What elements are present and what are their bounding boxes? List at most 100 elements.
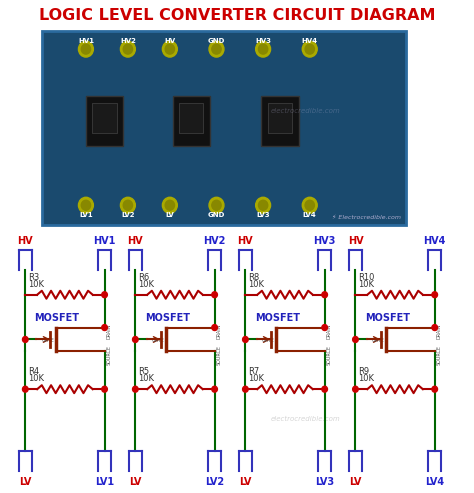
Circle shape bbox=[22, 386, 28, 392]
Text: DRAIN: DRAIN bbox=[107, 324, 111, 339]
Circle shape bbox=[258, 200, 268, 210]
Circle shape bbox=[209, 197, 224, 213]
Text: 10K: 10K bbox=[28, 374, 44, 383]
Circle shape bbox=[432, 386, 438, 392]
Text: DRAIN: DRAIN bbox=[437, 324, 442, 339]
Text: HV3: HV3 bbox=[313, 236, 336, 246]
Circle shape bbox=[102, 292, 108, 298]
Text: SOURCE: SOURCE bbox=[437, 346, 442, 365]
Text: LV3: LV3 bbox=[315, 477, 334, 487]
Text: R10: R10 bbox=[358, 273, 374, 282]
Text: HV2: HV2 bbox=[203, 236, 226, 246]
Text: SOURCE: SOURCE bbox=[107, 346, 111, 365]
Text: LV3: LV3 bbox=[256, 212, 270, 218]
Text: 10K: 10K bbox=[138, 280, 154, 289]
Circle shape bbox=[165, 200, 174, 210]
Text: LV: LV bbox=[19, 477, 31, 487]
Circle shape bbox=[22, 337, 28, 343]
Circle shape bbox=[120, 197, 136, 213]
Text: HV: HV bbox=[128, 236, 143, 246]
Circle shape bbox=[212, 44, 221, 54]
Text: 10K: 10K bbox=[28, 280, 44, 289]
Text: 10K: 10K bbox=[248, 374, 264, 383]
Text: 10K: 10K bbox=[358, 280, 374, 289]
Bar bbox=[92, 103, 117, 133]
Text: MOSFET: MOSFET bbox=[365, 313, 410, 322]
Text: HV: HV bbox=[347, 236, 363, 246]
Circle shape bbox=[120, 41, 136, 57]
Circle shape bbox=[432, 324, 438, 330]
Text: R7: R7 bbox=[248, 367, 259, 376]
Text: ⚡ Electrocredible.com: ⚡ Electrocredible.com bbox=[332, 215, 401, 220]
Text: LV1: LV1 bbox=[95, 477, 114, 487]
Circle shape bbox=[305, 200, 314, 210]
Bar bbox=[268, 103, 292, 133]
Text: LV4: LV4 bbox=[303, 212, 317, 218]
Circle shape bbox=[322, 386, 328, 392]
Text: R6: R6 bbox=[138, 273, 149, 282]
Text: R9: R9 bbox=[358, 367, 369, 376]
Text: LV4: LV4 bbox=[425, 477, 444, 487]
Text: R8: R8 bbox=[248, 273, 259, 282]
Circle shape bbox=[79, 41, 93, 57]
Circle shape bbox=[123, 200, 133, 210]
Circle shape bbox=[255, 41, 271, 57]
Text: 10K: 10K bbox=[248, 280, 264, 289]
Bar bbox=[261, 96, 299, 145]
Text: LOGIC LEVEL CONVERTER CIRCUIT DIAGRAM: LOGIC LEVEL CONVERTER CIRCUIT DIAGRAM bbox=[39, 8, 435, 23]
Circle shape bbox=[255, 197, 271, 213]
Circle shape bbox=[302, 197, 317, 213]
Text: LV2: LV2 bbox=[205, 477, 224, 487]
Circle shape bbox=[163, 197, 177, 213]
Text: GATE: GATE bbox=[262, 338, 275, 343]
Circle shape bbox=[163, 41, 177, 57]
Text: MOSFET: MOSFET bbox=[145, 313, 190, 322]
Text: R4: R4 bbox=[28, 367, 39, 376]
Text: HV4: HV4 bbox=[301, 38, 318, 44]
Text: DRAIN: DRAIN bbox=[217, 324, 221, 339]
Text: HV3: HV3 bbox=[255, 38, 271, 44]
Circle shape bbox=[133, 386, 138, 392]
Circle shape bbox=[243, 337, 248, 343]
Text: GND: GND bbox=[208, 38, 225, 44]
Circle shape bbox=[209, 41, 224, 57]
Circle shape bbox=[305, 44, 314, 54]
Text: MOSFET: MOSFET bbox=[35, 313, 80, 322]
Circle shape bbox=[212, 386, 218, 392]
Circle shape bbox=[322, 292, 328, 298]
Circle shape bbox=[212, 292, 218, 298]
Circle shape bbox=[258, 44, 268, 54]
Text: HV2: HV2 bbox=[120, 38, 136, 44]
Text: SOURCE: SOURCE bbox=[217, 346, 221, 365]
Text: LV2: LV2 bbox=[121, 212, 135, 218]
Text: LV: LV bbox=[129, 477, 142, 487]
Circle shape bbox=[353, 337, 358, 343]
Circle shape bbox=[302, 41, 317, 57]
Text: GATE: GATE bbox=[42, 338, 55, 343]
Text: HV: HV bbox=[237, 236, 253, 246]
Circle shape bbox=[102, 386, 108, 392]
Text: R5: R5 bbox=[138, 367, 149, 376]
Text: HV4: HV4 bbox=[424, 236, 446, 246]
Circle shape bbox=[133, 337, 138, 343]
Circle shape bbox=[81, 44, 91, 54]
Bar bbox=[173, 96, 210, 145]
Text: GND: GND bbox=[208, 212, 225, 218]
Text: HV: HV bbox=[18, 236, 33, 246]
Circle shape bbox=[432, 292, 438, 298]
Circle shape bbox=[243, 386, 248, 392]
Text: LV1: LV1 bbox=[79, 212, 93, 218]
Text: GATE: GATE bbox=[372, 338, 385, 343]
Circle shape bbox=[212, 324, 218, 330]
Circle shape bbox=[123, 44, 133, 54]
Text: electrocredible.com: electrocredible.com bbox=[270, 108, 340, 114]
Circle shape bbox=[353, 386, 358, 392]
Circle shape bbox=[102, 324, 108, 330]
Circle shape bbox=[81, 200, 91, 210]
Text: DRAIN: DRAIN bbox=[327, 324, 331, 339]
Circle shape bbox=[165, 44, 174, 54]
Text: GATE: GATE bbox=[152, 338, 165, 343]
Text: HV1: HV1 bbox=[78, 38, 94, 44]
Text: R3: R3 bbox=[28, 273, 39, 282]
Bar bbox=[179, 103, 203, 133]
